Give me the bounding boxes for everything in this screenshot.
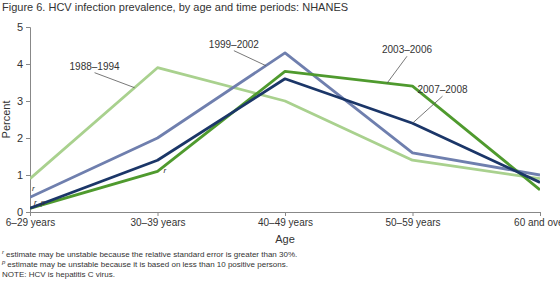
chart: Figure 6. HCV infection prevalence, by a… [0, 0, 560, 282]
y-tick-label: 4 [17, 58, 23, 70]
footnote-text: estimate may be unstable because the rel… [6, 250, 297, 259]
series-line [30, 71, 540, 208]
leader-line [95, 73, 135, 88]
y-tick-mark [26, 64, 30, 65]
x-tick-mark [540, 212, 541, 216]
y-tick-mark [26, 101, 30, 102]
leader-line [234, 51, 266, 66]
footnote: NOTE: HCV is hepatitis C virus. [2, 270, 115, 279]
footnote: restimate may be unstable because the re… [2, 249, 297, 259]
leader-line [413, 96, 443, 123]
y-tick: 2 [17, 132, 30, 144]
series-label: 1988–1994 [70, 61, 120, 72]
y-tick-label: 3 [17, 95, 23, 107]
series-label: 1999–2002 [209, 39, 259, 50]
y-tick: 1 [17, 169, 30, 181]
x-axis-title: Age [275, 233, 295, 245]
y-tick-label: 1 [17, 169, 23, 181]
footnote-symbol: r [2, 249, 5, 255]
x-tick-label: 6–29 years [6, 217, 55, 228]
series-line [30, 53, 540, 197]
annotation: r [164, 166, 167, 175]
footnote-symbol: p [1, 259, 6, 265]
y-tick-mark [26, 175, 30, 176]
x-tick: 50–59 years [385, 212, 440, 228]
x-tick: 6–29 years [6, 212, 55, 228]
series-line [30, 79, 540, 209]
y-tick: 4 [17, 58, 30, 70]
footnotes: restimate may be unstable because the re… [1, 249, 297, 279]
footnote: pestimate may be unstable because it is … [1, 259, 288, 269]
annotation: r [32, 184, 35, 193]
title: Figure 6. HCV infection prevalence, by a… [2, 1, 348, 13]
annotation: r, p [34, 198, 46, 207]
x-tick: 40–49 years [258, 212, 313, 228]
y-tick-mark [26, 27, 30, 28]
y-axis-line [26, 28, 31, 213]
x-tick-label: 30–39 years [130, 217, 185, 228]
y-tick: 5 [17, 21, 30, 33]
series-labels: 1988–1994 1999–2002 2003–2006 2007–2008 [70, 39, 468, 124]
plot-area [30, 53, 540, 208]
x-tick-label: 40–49 years [258, 217, 313, 228]
y-tick: 3 [17, 95, 30, 107]
y-tick-label: 5 [17, 21, 23, 33]
footnote-text: estimate may be unstable because it is b… [7, 260, 288, 269]
y-tick-mark [26, 138, 30, 139]
x-tick-label: 60 and over [514, 217, 560, 228]
x-axis-line [31, 213, 541, 217]
leader-line [387, 56, 407, 83]
footnote-text: NOTE: HCV is hepatitis C virus. [2, 270, 115, 279]
x-tick-mark [30, 212, 31, 216]
x-tick-label: 50–59 years [385, 217, 440, 228]
x-tick-mark [285, 212, 286, 216]
x-tick-mark [158, 212, 159, 216]
x-tick: 60 and over [514, 212, 560, 228]
x-tick: 30–39 years [130, 212, 185, 228]
y-axis-title: Percent [0, 101, 12, 139]
series-label: 2007–2008 [417, 84, 467, 95]
series-label: 2003–2006 [382, 44, 432, 55]
annotations: r r, p r [32, 166, 167, 207]
y-axis: 012345 [17, 21, 31, 218]
y-tick-label: 2 [17, 132, 23, 144]
x-axis: 6–29 years 30–39 years 40–49 years 50–59 ye… [6, 212, 560, 228]
y-tick-mark [26, 212, 30, 213]
x-tick-mark [413, 212, 414, 216]
